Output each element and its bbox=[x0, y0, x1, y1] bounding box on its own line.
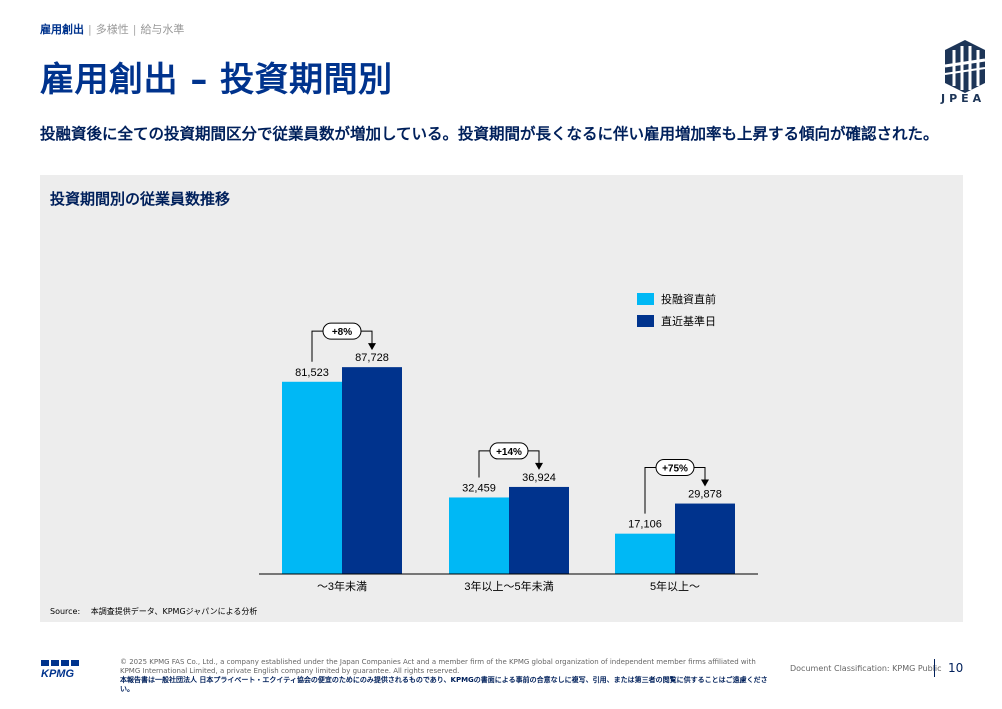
jpea-logo-text: JPEA bbox=[941, 92, 986, 105]
growth-arrow-icon-1 bbox=[535, 462, 543, 470]
chart-title: 投資期間別の従業員数推移 bbox=[50, 190, 231, 208]
bar-latest-2 bbox=[675, 503, 735, 574]
lead-text: 投融資後に全ての投資期間区分で従業員数が増加している。投資期間が長くなるに伴い雇… bbox=[40, 125, 939, 143]
bar-before-0 bbox=[282, 381, 342, 574]
growth-label-1: +14% bbox=[496, 447, 522, 458]
jpea-logo-icon bbox=[944, 40, 986, 93]
growth-arrow-icon-0 bbox=[368, 343, 376, 351]
growth-badge-0 bbox=[322, 322, 362, 340]
data-label-latest-1: 36,924 bbox=[522, 472, 556, 484]
bar-latest-0 bbox=[342, 367, 402, 574]
growth-arrow-icon-2 bbox=[701, 479, 709, 487]
legend-item-latest: 直近基準日 bbox=[637, 313, 716, 329]
source-note: Source: 本調査提供データ、KPMGジャパンによる分析 bbox=[50, 607, 258, 616]
breadcrumb-item-salary[interactable]: 給与水準 bbox=[140, 23, 185, 36]
bar-chart: 81,523 87,728 +8% ～3年未満 32,459 36,924 +14% 3年以上… bbox=[259, 322, 758, 593]
chart-legend: 投融資直前 直近基準日 bbox=[637, 291, 716, 335]
page-number: 10 bbox=[948, 661, 964, 675]
data-label-before-2: 17,106 bbox=[628, 519, 662, 531]
footer-legal-en: © 2025 KPMG FAS Co., Ltd., a company est… bbox=[120, 658, 756, 675]
footer-divider bbox=[934, 659, 935, 677]
data-label-latest-2: 29,878 bbox=[688, 489, 722, 501]
legend-swatch-latest bbox=[637, 315, 654, 327]
document-classification: Document Classification: KPMG Public bbox=[790, 664, 942, 673]
legend-label-latest: 直近基準日 bbox=[661, 315, 716, 328]
breadcrumb-separator: | bbox=[132, 23, 137, 36]
page-title: 雇用創出 – 投資期間別 bbox=[40, 60, 393, 100]
growth-badge-1 bbox=[489, 442, 529, 460]
bar-before-1 bbox=[449, 497, 509, 574]
chart-panel: 81,523 87,728 +8% ～3年未満 32,459 36,924 +14% 3年以上… bbox=[40, 175, 963, 622]
category-label-2: 5年以上～ bbox=[650, 579, 700, 593]
data-label-latest-0: 87,728 bbox=[355, 352, 389, 364]
breadcrumb: 雇用創出 | 多様性 | 給与水準 bbox=[40, 21, 184, 37]
kpmg-logo-text: KPMG bbox=[41, 668, 74, 679]
data-label-before-0: 81,523 bbox=[295, 367, 329, 379]
legend-label-before: 投融資直前 bbox=[661, 293, 716, 306]
category-label-1: 3年以上～5年未満 bbox=[464, 579, 553, 593]
breadcrumb-separator: | bbox=[88, 23, 92, 36]
breadcrumb-item-employment[interactable]: 雇用創出 bbox=[40, 23, 84, 36]
bar-before-2 bbox=[615, 533, 675, 574]
category-label-0: ～3年未満 bbox=[317, 579, 367, 593]
breadcrumb-item-diversity[interactable]: 多様性 bbox=[95, 23, 129, 36]
footer-legal: © 2025 KPMG FAS Co., Ltd., a company est… bbox=[120, 658, 770, 694]
legend-item-before: 投融資直前 bbox=[637, 291, 716, 307]
data-label-before-1: 32,459 bbox=[462, 482, 496, 494]
growth-label-2: +75% bbox=[662, 464, 688, 475]
footer-legal-jp: 本報告書は一般社団法人 日本プライベート・エクイティ協会の便宜のためにのみ提供さ… bbox=[120, 676, 768, 693]
growth-label-0: +8% bbox=[332, 327, 352, 338]
bar-latest-1 bbox=[509, 486, 569, 574]
legend-swatch-before bbox=[637, 293, 654, 305]
growth-badge-2 bbox=[655, 459, 695, 477]
kpmg-logo-icon: KPMG bbox=[41, 660, 79, 679]
